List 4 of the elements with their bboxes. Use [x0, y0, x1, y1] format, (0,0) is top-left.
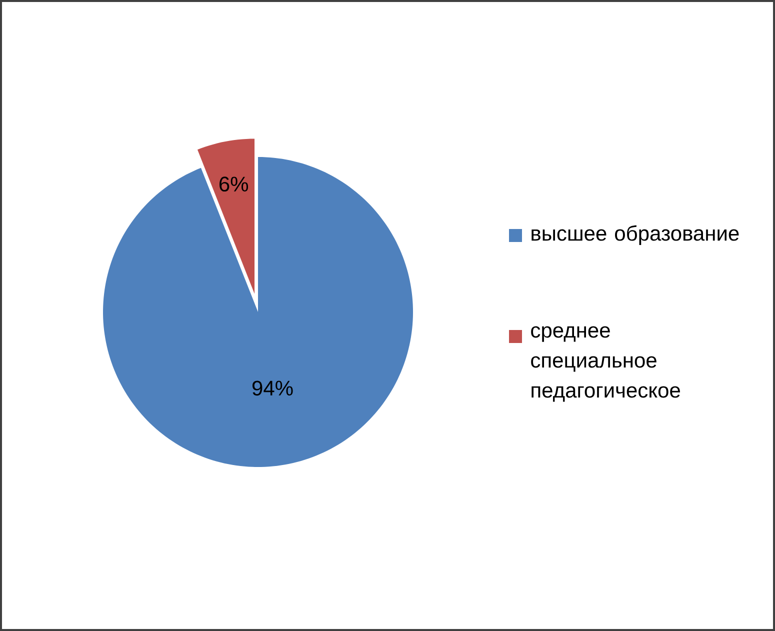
legend-label: высшее образование	[532, 225, 739, 245]
data-label: 94%	[252, 380, 293, 396]
legend-label: среднее специальное педагогическое	[531, 326, 680, 402]
data-label: 6%	[219, 176, 248, 192]
